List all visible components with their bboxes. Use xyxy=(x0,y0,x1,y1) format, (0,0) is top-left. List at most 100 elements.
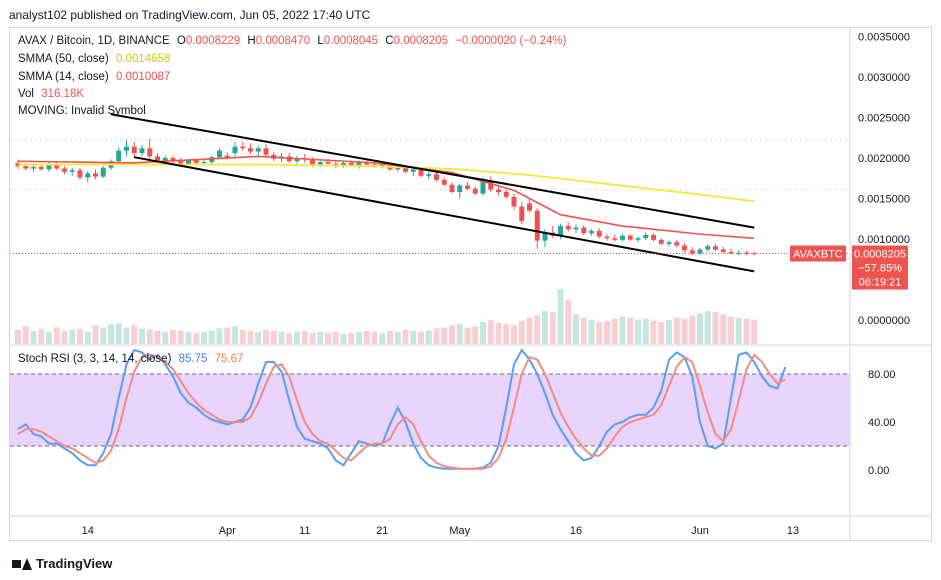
candle-body xyxy=(596,230,602,237)
badge-price: 0.0008205 xyxy=(854,249,906,261)
candle-body xyxy=(38,166,44,170)
volume-bar xyxy=(92,325,99,344)
ohlc-h: 0.0008470 xyxy=(255,35,311,47)
candle-body xyxy=(449,184,455,193)
price-tick-label: 0.0000000 xyxy=(858,315,910,327)
moving-averages xyxy=(17,155,755,240)
volume-bar xyxy=(255,331,262,344)
candle-body xyxy=(193,160,199,163)
candle-body xyxy=(93,173,98,177)
candle-body xyxy=(248,148,253,152)
volume-bar xyxy=(565,300,572,344)
ohlc-o-label: O xyxy=(176,35,186,47)
stoch-tick-label: 80.00 xyxy=(868,369,896,381)
candle-body xyxy=(46,163,52,170)
stoch-tick-label: 0.00 xyxy=(868,465,889,477)
candle-body xyxy=(503,192,509,197)
volume-bar xyxy=(201,331,207,344)
volume-bar xyxy=(216,328,223,344)
stoch-legend: Stoch RSI (3, 3, 14, 14, close) 85.75 75… xyxy=(18,352,243,367)
chart-frame xyxy=(9,27,932,541)
volume-bar xyxy=(666,319,672,344)
volume-bar xyxy=(495,323,502,344)
volume-bar xyxy=(387,330,393,344)
sma50-value: 0.0014658 xyxy=(115,53,171,65)
candle-body xyxy=(356,162,362,166)
candle-body xyxy=(604,236,610,239)
volume-bar xyxy=(728,316,734,344)
volume-bar xyxy=(379,333,386,344)
volume-bar xyxy=(511,325,517,344)
volume-bar xyxy=(650,320,657,344)
volume-bar xyxy=(38,328,45,344)
volume-bar xyxy=(456,324,463,344)
volume-bar xyxy=(309,333,316,344)
candle-body xyxy=(69,170,75,172)
candle-body xyxy=(457,185,463,193)
sma50-line xyxy=(18,163,755,203)
candles xyxy=(15,138,757,256)
ticker-badge-label: AVAXBTC xyxy=(793,249,843,261)
ohlc-o: 0.0008229 xyxy=(185,35,241,47)
candle-body xyxy=(395,167,401,170)
candle-body xyxy=(155,156,160,161)
volume-bar xyxy=(402,329,409,344)
volume-bar xyxy=(154,330,161,344)
stoch-tick-label: 40.00 xyxy=(868,417,896,429)
candle-body xyxy=(186,160,191,164)
volume-bar xyxy=(619,316,626,344)
badge-countdown: 06:19:21 xyxy=(859,277,902,289)
price-tick-label: 0.0010000 xyxy=(858,234,910,246)
volume-bar xyxy=(743,318,750,344)
candle-body xyxy=(54,163,60,169)
volume-bar xyxy=(317,331,324,344)
candle-body xyxy=(705,246,711,250)
moving-legend: MOVING: Invalid Symbol xyxy=(18,104,146,119)
candle-body xyxy=(240,146,246,149)
candle-body xyxy=(224,155,230,158)
stoch-band-fill xyxy=(10,374,850,446)
volume-bar xyxy=(526,317,533,344)
candle-body xyxy=(209,157,215,163)
moving-label: MOVING: Invalid Symbol xyxy=(18,105,146,117)
volume-bar xyxy=(371,331,378,344)
candle-body xyxy=(728,251,734,254)
candle-body xyxy=(620,235,625,240)
volume-bar xyxy=(177,330,184,344)
volume-bar xyxy=(487,319,494,344)
volume-bar xyxy=(294,331,300,344)
volume-bar xyxy=(332,331,339,344)
candle-body xyxy=(480,180,486,194)
candle-body xyxy=(589,230,594,234)
candle-body xyxy=(310,159,315,165)
volume-bar xyxy=(263,329,269,344)
volume-bar xyxy=(108,324,114,344)
price-tick-label: 0.0020000 xyxy=(858,153,910,165)
sma50-label: SMMA (50, close) xyxy=(18,53,109,65)
price-tick-label: 0.0030000 xyxy=(858,72,910,84)
volume-bar xyxy=(480,322,486,344)
ohlc-c-label: C xyxy=(385,35,394,47)
volume-bar xyxy=(689,315,696,344)
volume-bar xyxy=(642,318,649,344)
tradingview-brand[interactable]: TradingView xyxy=(12,556,112,571)
stoch-k-value: 85.75 xyxy=(178,353,208,365)
stoch-label: Stoch RSI (3, 3, 14, 14, close) xyxy=(18,353,172,365)
volume-bar xyxy=(131,325,138,344)
candle-body xyxy=(581,227,587,234)
candle-body xyxy=(124,146,129,151)
candle-body xyxy=(720,249,726,252)
badge-change: −57.85% xyxy=(858,263,902,275)
candle-body xyxy=(255,148,261,152)
candle-body xyxy=(519,206,525,222)
tradingview-logo-icon xyxy=(12,557,32,570)
candle-body xyxy=(341,162,346,167)
volume-bar xyxy=(286,333,293,344)
time-tick-label: May xyxy=(449,525,470,537)
volume-bar xyxy=(84,331,91,344)
volume-bar xyxy=(170,329,176,344)
volume-label: Vol xyxy=(18,88,34,100)
candle-body xyxy=(697,249,703,254)
candle-body xyxy=(635,238,641,240)
